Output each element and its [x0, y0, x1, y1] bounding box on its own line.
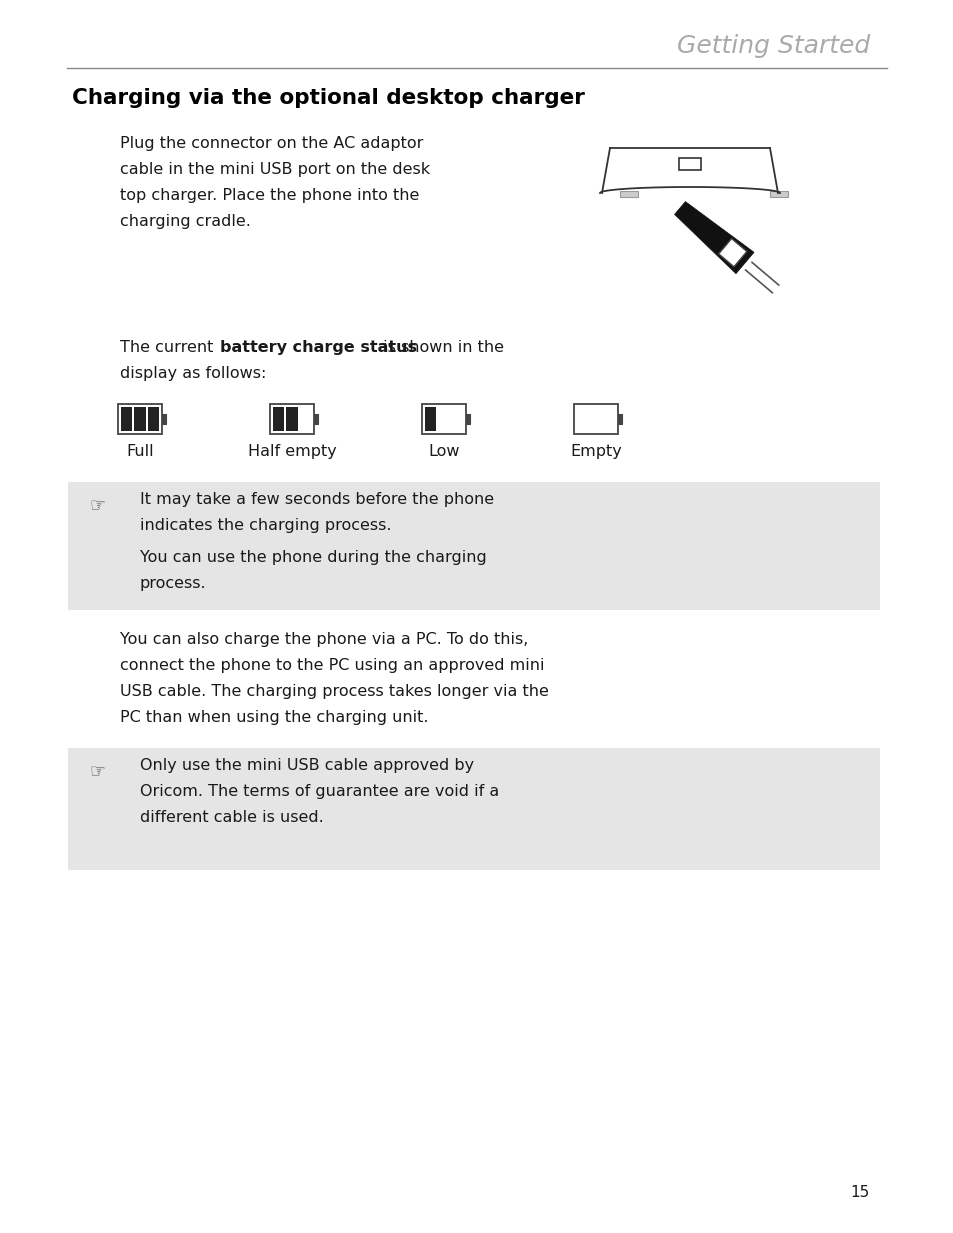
FancyBboxPatch shape	[68, 748, 879, 870]
Text: Empty: Empty	[570, 444, 621, 459]
Polygon shape	[674, 201, 753, 274]
Text: Half empty: Half empty	[248, 444, 336, 459]
FancyBboxPatch shape	[619, 191, 638, 197]
Text: display as follows:: display as follows:	[120, 366, 266, 381]
FancyBboxPatch shape	[679, 158, 700, 170]
Text: cable in the mini USB port on the desk: cable in the mini USB port on the desk	[120, 162, 430, 178]
Text: ☞: ☞	[90, 496, 106, 514]
Text: connect the phone to the PC using an approved mini: connect the phone to the PC using an app…	[120, 658, 544, 673]
Text: You can also charge the phone via a PC. To do this,: You can also charge the phone via a PC. …	[120, 633, 528, 647]
Text: It may take a few seconds before the phone: It may take a few seconds before the pho…	[140, 492, 494, 507]
Text: PC than when using the charging unit.: PC than when using the charging unit.	[120, 710, 428, 725]
Text: USB cable. The charging process takes longer via the: USB cable. The charging process takes lo…	[120, 684, 548, 699]
Text: Plug the connector on the AC adaptor: Plug the connector on the AC adaptor	[120, 136, 423, 150]
FancyBboxPatch shape	[769, 191, 787, 197]
FancyBboxPatch shape	[424, 407, 436, 432]
FancyBboxPatch shape	[270, 404, 314, 434]
FancyBboxPatch shape	[465, 414, 470, 424]
Text: Low: Low	[428, 444, 459, 459]
FancyBboxPatch shape	[118, 404, 162, 434]
Text: You can use the phone during the charging: You can use the phone during the chargin…	[140, 550, 486, 565]
Polygon shape	[718, 238, 746, 266]
FancyBboxPatch shape	[286, 407, 297, 432]
Text: battery charge status: battery charge status	[220, 340, 416, 355]
Text: is shown in the: is shown in the	[377, 340, 503, 355]
Text: process.: process.	[140, 576, 207, 591]
Text: 15: 15	[850, 1185, 869, 1200]
FancyBboxPatch shape	[134, 407, 146, 432]
Text: Only use the mini USB cable approved by: Only use the mini USB cable approved by	[140, 758, 474, 773]
FancyBboxPatch shape	[121, 407, 132, 432]
Text: Full: Full	[126, 444, 153, 459]
FancyBboxPatch shape	[68, 482, 879, 610]
FancyBboxPatch shape	[618, 414, 621, 424]
Text: indicates the charging process.: indicates the charging process.	[140, 518, 391, 533]
Text: charging cradle.: charging cradle.	[120, 215, 251, 229]
Text: ☞: ☞	[90, 762, 106, 780]
Text: different cable is used.: different cable is used.	[140, 810, 323, 825]
Text: Charging via the optional desktop charger: Charging via the optional desktop charge…	[71, 88, 584, 109]
FancyBboxPatch shape	[162, 414, 166, 424]
FancyBboxPatch shape	[574, 404, 618, 434]
FancyBboxPatch shape	[273, 407, 284, 432]
FancyBboxPatch shape	[314, 414, 317, 424]
Text: Getting Started: Getting Started	[676, 35, 869, 58]
FancyBboxPatch shape	[421, 404, 465, 434]
Text: Oricom. The terms of guarantee are void if a: Oricom. The terms of guarantee are void …	[140, 784, 498, 799]
FancyBboxPatch shape	[148, 407, 159, 432]
Text: top charger. Place the phone into the: top charger. Place the phone into the	[120, 187, 419, 203]
Text: The current: The current	[120, 340, 218, 355]
